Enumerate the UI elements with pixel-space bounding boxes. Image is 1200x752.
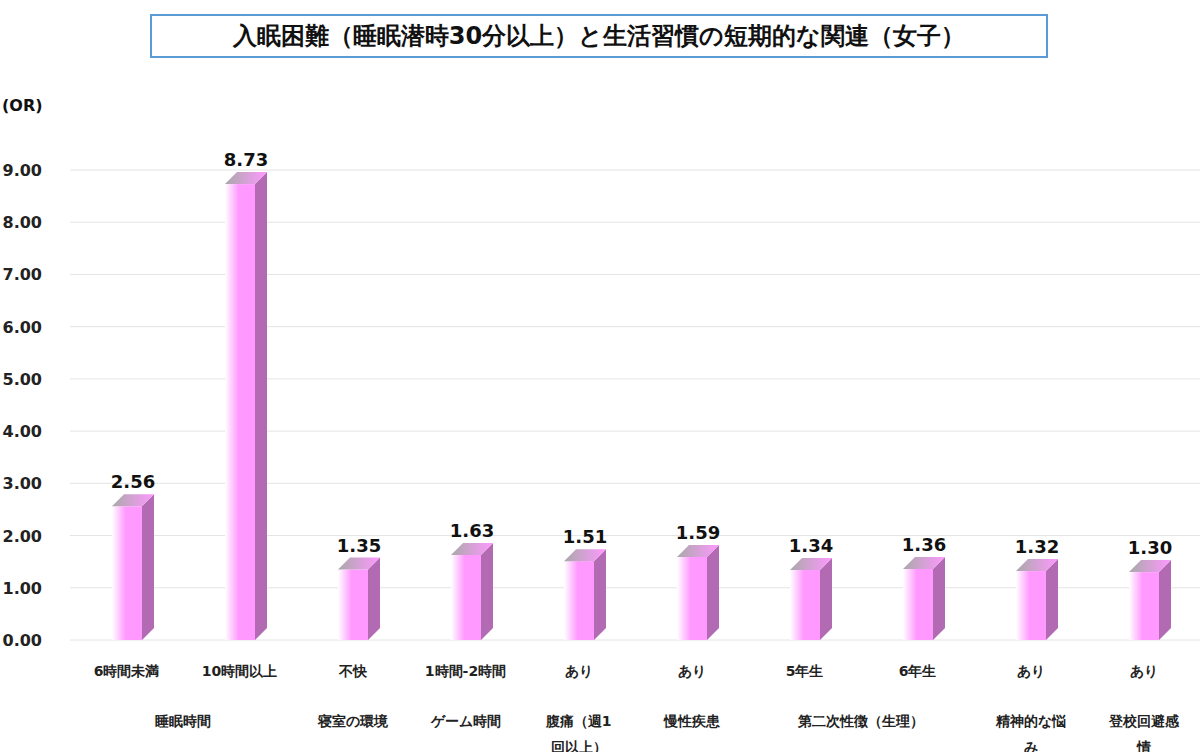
svg-text:2.00: 2.00: [3, 527, 42, 546]
svg-text:登校回避感情: 登校回避感情: [1108, 713, 1180, 752]
svg-text:あり: あり: [1130, 663, 1158, 679]
svg-text:あり: あり: [678, 663, 706, 679]
svg-text:不快: 不快: [338, 663, 368, 679]
svg-text:6時間未満: 6時間未満: [94, 663, 160, 679]
svg-text:ゲーム時間: ゲーム時間: [430, 713, 501, 729]
svg-text:精神的な悩み: 精神的な悩み: [995, 713, 1066, 752]
html-text:入眠困難（睡眠潜時30分以上）と生活習慣の短期的な関連（女子: 入眠困難（睡眠潜時30分以上）と生活習慣の短期的な関連（女子）: [232, 22, 966, 50]
svg-text:慢性疾患: 慢性疾患: [663, 713, 721, 729]
svg-text:6.00: 6.00: [3, 318, 42, 337]
svg-text:5.00: 5.00: [3, 370, 42, 389]
svg-text:あり: あり: [565, 663, 593, 679]
svg-text:1.32: 1.32: [1015, 536, 1059, 557]
svg-text:あり: あり: [1017, 663, 1045, 679]
svg-text:1.59: 1.59: [676, 522, 720, 543]
svg-text:9.00: 9.00: [3, 161, 42, 180]
svg-text:寝室の環境: 寝室の環境: [317, 713, 389, 729]
svg-text:8.00: 8.00: [3, 213, 42, 232]
svg-text:7.00: 7.00: [3, 265, 42, 284]
svg-text:1.00: 1.00: [3, 579, 42, 598]
svg-text:1.34: 1.34: [789, 535, 833, 556]
svg-text:6年生: 6年生: [899, 663, 937, 679]
svg-text:8.73: 8.73: [224, 149, 268, 170]
svg-text:1.63: 1.63: [450, 520, 494, 541]
svg-text:4.00: 4.00: [3, 422, 42, 441]
svg-text:2.56: 2.56: [111, 471, 155, 492]
svg-text:腹痛（週1回以上）: 腹痛（週1回以上）: [545, 713, 612, 752]
svg-text:5年生: 5年生: [786, 663, 824, 679]
svg-text:第二次性徴（生理）: 第二次性徴（生理）: [797, 713, 924, 729]
html-text:(OR): (OR): [2, 96, 43, 115]
svg-text:睡眠時間: 睡眠時間: [155, 713, 211, 729]
svg-text:1.30: 1.30: [1128, 537, 1172, 558]
svg-text:1.36: 1.36: [902, 534, 946, 555]
svg-text:3.00: 3.00: [3, 474, 42, 493]
svg-text:0.00: 0.00: [3, 631, 42, 650]
svg-text:1.51: 1.51: [563, 526, 607, 547]
svg-text:1.35: 1.35: [337, 535, 381, 556]
svg-text:10時間以上: 10時間以上: [202, 663, 277, 679]
svg-text:1時間-2時間: 1時間-2時間: [425, 663, 506, 679]
